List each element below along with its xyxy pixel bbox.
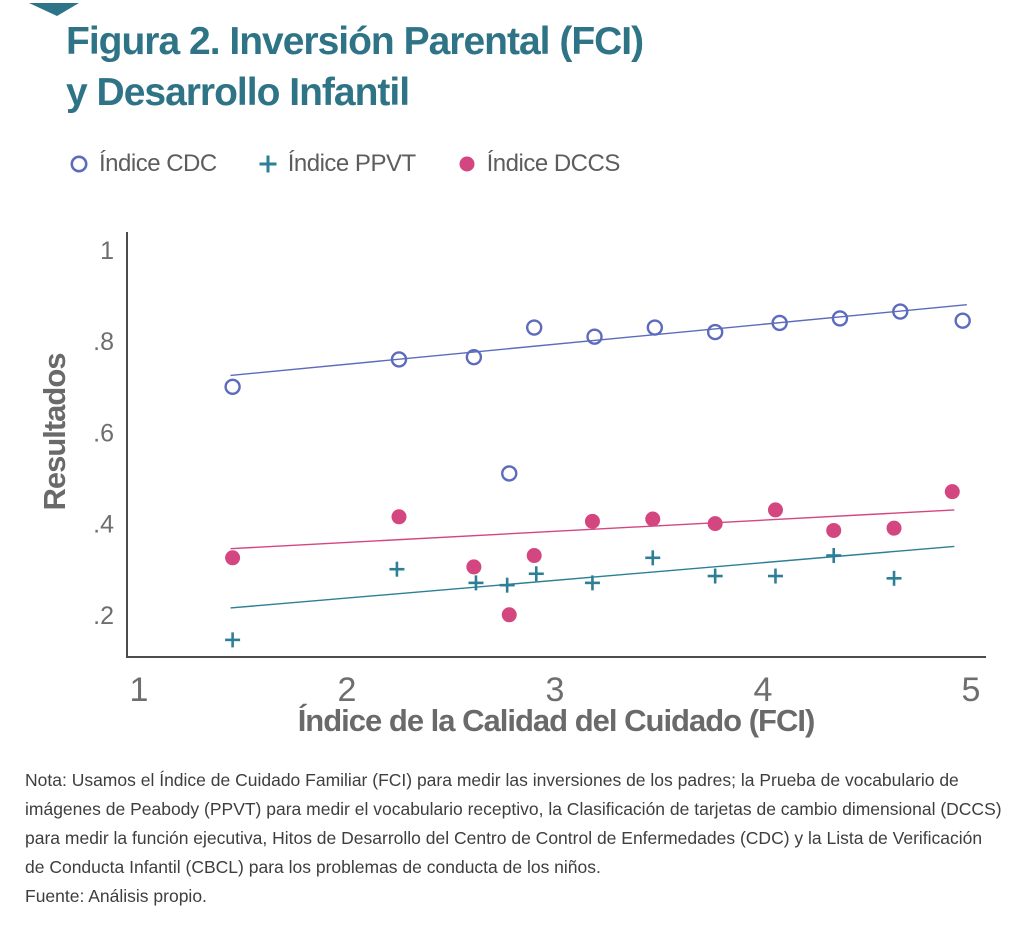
legend-item-cdc: Índice CDC	[68, 150, 217, 178]
cdc-point	[771, 314, 788, 332]
dccs-point	[526, 548, 542, 564]
x-axis-title: Índice de la Calidad del Cuidado (FCI)	[297, 703, 816, 738]
legend-item-dccs: Índice DCCS	[456, 150, 620, 178]
x-tick-label: 4	[754, 671, 773, 709]
dccs-point	[826, 522, 842, 538]
cdc-point	[646, 319, 664, 336]
ppvt-point	[886, 570, 902, 586]
x-tick-label: 2	[338, 671, 357, 709]
ppvt-point	[707, 568, 723, 584]
corner-decoration	[29, 3, 79, 16]
plus-icon	[257, 153, 279, 175]
ppvt-point	[584, 575, 600, 591]
figure-note: Nota: Usamos el Índice de Cuidado Famili…	[25, 770, 1002, 877]
cdc-point	[892, 303, 909, 320]
dccs-point	[707, 516, 723, 532]
series-dccs	[225, 484, 960, 623]
dccs-point	[767, 502, 783, 518]
filled-circle-icon	[456, 153, 478, 175]
ppvt-point	[225, 632, 241, 648]
ppvt-point	[645, 550, 661, 566]
dccs-point	[501, 607, 517, 623]
ppvt-point	[389, 561, 405, 577]
cdc-point	[831, 310, 849, 327]
y-tick-label: .4	[93, 511, 114, 539]
y-axis-title: Resultados	[37, 353, 72, 511]
cdc-point	[465, 348, 483, 366]
dccs-point	[944, 484, 960, 500]
dccs-point	[225, 550, 241, 566]
chart-legend: Índice CDC Índice PPVT Índice DCCS	[68, 150, 620, 178]
cdc-trend-line	[230, 304, 967, 377]
dccs-trend-line	[230, 509, 955, 550]
dccs-point	[645, 511, 661, 527]
legend-label-cdc: Índice CDC	[99, 150, 217, 177]
legend-label-dccs: Índice DCCS	[486, 150, 621, 177]
figure-title-line1: Figura 2. Inversión Parental (FCI)	[66, 20, 644, 63]
dccs-point	[466, 559, 482, 575]
series-cdc	[224, 303, 971, 482]
figure-source: Fuente: Análisis propio.	[25, 886, 207, 906]
x-tick-label: 3	[546, 671, 565, 709]
dccs-point	[886, 520, 902, 536]
ppvt-point	[767, 568, 783, 584]
figure-title: Figura 2. Inversión Parental (FCI) y Des…	[66, 16, 644, 118]
ppvt-point	[468, 575, 484, 591]
ppvt-point	[528, 566, 544, 582]
legend-label-ppvt: Índice PPVT	[287, 150, 416, 177]
x-tick-label: 1	[130, 671, 149, 709]
x-tick-label: 5	[962, 671, 981, 709]
y-tick-label: .8	[93, 328, 114, 356]
dccs-point	[584, 513, 600, 529]
cdc-point	[586, 328, 603, 345]
open-circle-icon	[68, 153, 90, 175]
cdc-point	[954, 312, 971, 329]
cdc-point	[526, 319, 543, 336]
y-tick-label: .2	[93, 602, 114, 630]
series-ppvt	[225, 545, 955, 648]
legend-item-ppvt: Índice PPVT	[257, 150, 416, 178]
cdc-point	[224, 378, 241, 395]
figure-note-block: Nota: Usamos el Índice de Cuidado Famili…	[25, 766, 1003, 911]
dccs-point	[391, 509, 407, 525]
y-tick-label: .6	[93, 419, 114, 447]
cdc-point	[390, 351, 408, 368]
cdc-point	[501, 465, 518, 482]
y-tick-label: 1	[100, 237, 114, 265]
ppvt-point	[826, 548, 842, 564]
cdc-point	[706, 323, 724, 341]
corner-decoration-container	[29, 3, 79, 16]
ppvt-point	[499, 577, 515, 593]
figure-title-line2: y Desarrollo Infantil	[66, 71, 410, 114]
